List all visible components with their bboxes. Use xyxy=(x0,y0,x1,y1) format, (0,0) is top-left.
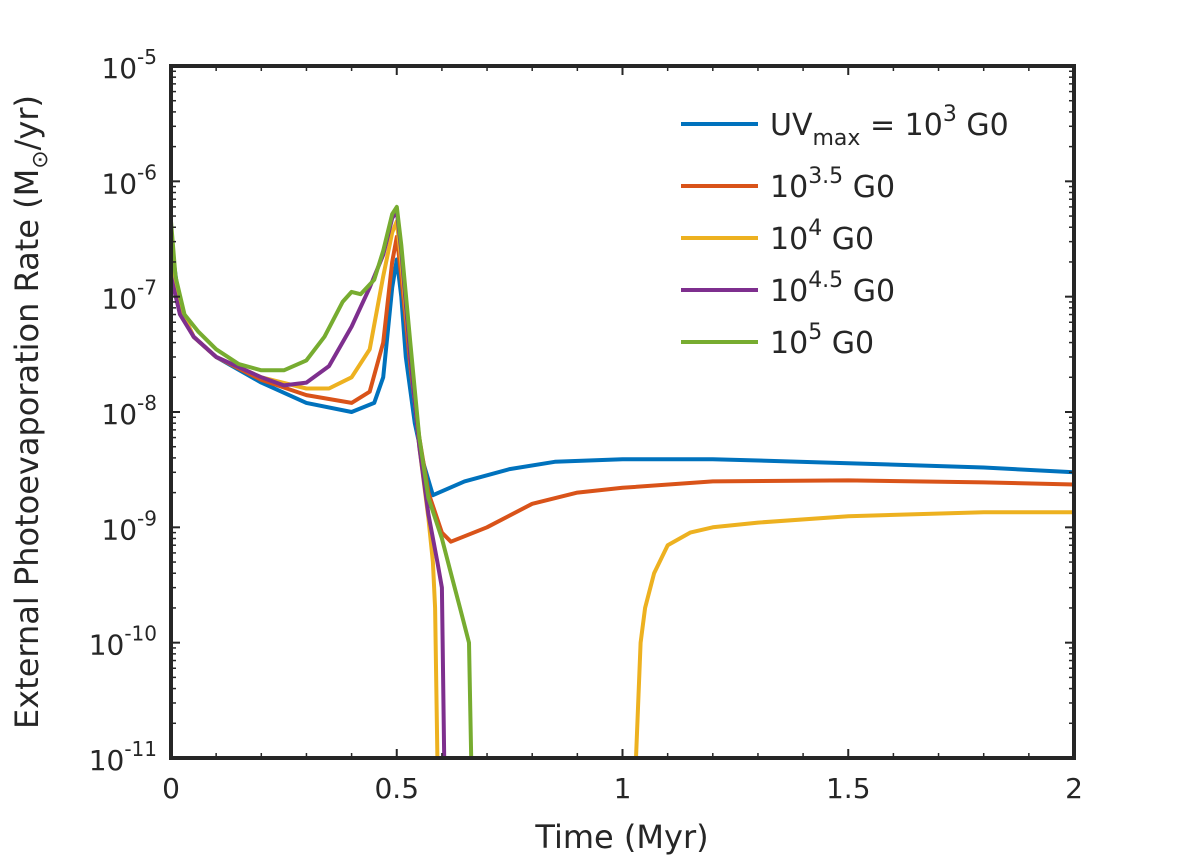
legend: UVmax = 103 G0 103.5 G0 104 G0 104.5 G0 105 … xyxy=(681,102,1009,361)
x-tick-label-2: 1 xyxy=(614,772,632,805)
y-tick-label-0: 10-11 xyxy=(89,737,157,777)
ticks xyxy=(170,65,1075,759)
x-tick-label-3: 1.5 xyxy=(826,772,871,805)
legend-label-4: 104.5 G0 xyxy=(770,268,895,309)
y-axis-label: External Photoevaporation Rate (M⊙/yr) xyxy=(8,95,53,729)
legend-label-1: UVmax = 103 G0 xyxy=(770,102,1009,151)
legend-label-3: 104 G0 xyxy=(770,216,874,257)
y-tick-label-2: 10-9 xyxy=(101,506,157,546)
series-line-1 xyxy=(171,241,1074,498)
x-tick-label-4: 2 xyxy=(1065,772,1083,805)
x-tick-label-0: 0 xyxy=(162,772,180,805)
legend-label-5: 105 G0 xyxy=(770,320,874,361)
y-tick-label-6: 10-5 xyxy=(101,45,157,85)
y-tick-label-4: 10-7 xyxy=(101,276,157,316)
y-tick-label-1: 10-10 xyxy=(89,622,157,662)
series-line-5 xyxy=(171,204,474,758)
x-tick-label-1: 0.5 xyxy=(374,772,419,805)
y-tick-label-3: 10-8 xyxy=(101,391,157,431)
legend-label-2: 103.5 G0 xyxy=(770,164,895,205)
y-tick-label-5: 10-6 xyxy=(101,160,157,200)
x-axis-label: Time (Myr) xyxy=(534,818,708,856)
tick-labels: 0 0.5 1 1.5 2 10-11 10-10 10-9 10-8 10-7 10-6 10-5 xyxy=(89,45,1083,805)
plot-lines xyxy=(171,204,1074,758)
